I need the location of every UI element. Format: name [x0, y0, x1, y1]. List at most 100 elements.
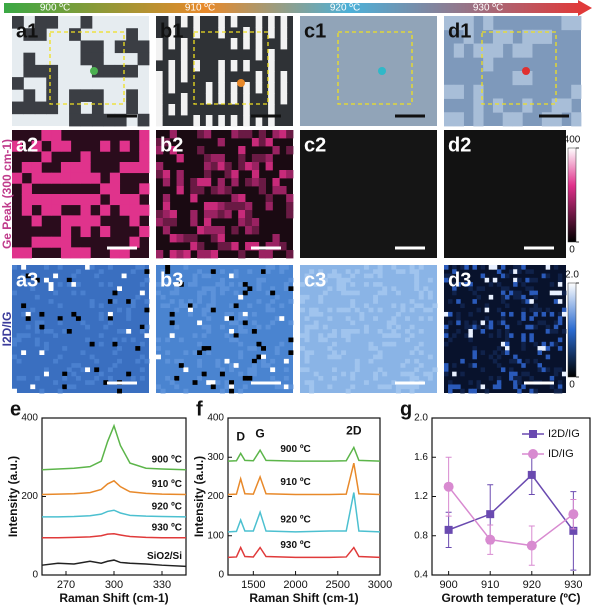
pixel	[265, 250, 273, 259]
pixel	[139, 265, 145, 270]
pixel	[71, 273, 77, 279]
pixel	[468, 380, 473, 385]
pixel	[557, 290, 563, 296]
pixel	[25, 324, 31, 330]
pixel	[53, 380, 59, 385]
pixel	[80, 52, 93, 66]
pixel	[354, 269, 360, 274]
pixel	[187, 299, 193, 304]
pixel	[218, 60, 225, 72]
pixel	[34, 294, 40, 300]
pixel	[414, 358, 420, 364]
pixel	[400, 384, 406, 390]
pixel	[341, 333, 347, 338]
pixel	[224, 170, 232, 179]
pixel	[126, 371, 132, 377]
pixel	[309, 388, 315, 394]
pixel	[98, 316, 104, 321]
pixel	[80, 226, 91, 238]
pixel	[80, 194, 91, 206]
pixel	[345, 307, 351, 313]
pixel	[34, 320, 40, 326]
pixel	[368, 346, 374, 351]
pixel	[69, 89, 81, 102]
pixel	[144, 269, 150, 274]
pixel	[456, 316, 461, 321]
pixel	[304, 324, 310, 330]
pixel	[456, 329, 461, 334]
pixel	[242, 311, 248, 317]
pixel	[57, 354, 63, 360]
pixel	[521, 294, 526, 300]
pixel	[80, 350, 86, 355]
pixel	[468, 333, 473, 338]
pixel	[551, 112, 562, 127]
pixel	[230, 82, 238, 94]
pixel	[488, 320, 494, 326]
pixel	[322, 290, 328, 296]
pixel	[190, 242, 198, 251]
pixel	[476, 384, 481, 390]
x-axis-label: Raman Shift (cm-1)	[59, 591, 168, 605]
pixel	[288, 277, 294, 283]
pixel	[561, 329, 567, 334]
pixel	[483, 57, 494, 72]
pixel	[522, 29, 533, 44]
pixel	[304, 294, 310, 300]
pixel	[39, 320, 45, 326]
pixel	[162, 170, 171, 179]
pixel	[513, 354, 518, 360]
pixel	[156, 210, 164, 219]
pixel	[117, 329, 122, 334]
pixel	[505, 273, 510, 279]
pixel	[350, 290, 356, 296]
pixel	[229, 303, 235, 309]
pixel	[444, 16, 455, 31]
image	[444, 16, 582, 127]
pixel	[363, 324, 369, 330]
pixel	[363, 282, 369, 287]
pixel	[243, 104, 250, 116]
pixel	[258, 130, 266, 139]
pixel	[480, 320, 486, 326]
pixel	[230, 60, 238, 72]
pixel	[135, 265, 141, 270]
pixel	[162, 202, 171, 211]
pixel	[460, 371, 465, 377]
pixel	[156, 250, 164, 259]
pixel	[476, 324, 481, 330]
pixel	[98, 311, 104, 317]
series-line	[42, 509, 187, 518]
pixel	[463, 16, 474, 31]
temperature-label: 930 ºC	[473, 3, 503, 14]
pixel	[463, 29, 474, 44]
pixel	[468, 329, 473, 334]
panel-label: c1	[304, 20, 326, 42]
pixel	[270, 290, 276, 296]
pixel	[354, 367, 360, 373]
pixel	[309, 269, 315, 274]
pixel	[561, 290, 567, 296]
pixel	[452, 290, 457, 296]
pixel	[21, 162, 32, 174]
pixel	[327, 273, 333, 279]
pixel	[139, 290, 145, 296]
pixel	[373, 269, 379, 274]
x-tick-label: 300	[105, 579, 123, 591]
temperature-label: 910 ºC	[185, 3, 215, 14]
pixel	[233, 290, 239, 296]
pixel	[91, 101, 104, 115]
pixel	[107, 311, 113, 317]
pixel	[137, 52, 150, 66]
pixel	[46, 89, 59, 102]
pixel	[279, 341, 285, 347]
pixel	[341, 277, 347, 283]
pixel	[251, 371, 257, 377]
pixel	[197, 294, 203, 300]
pixel	[41, 130, 52, 142]
pixel	[395, 333, 401, 338]
x-tick-label: 910	[481, 579, 499, 591]
pixel	[144, 277, 150, 283]
pixel	[279, 170, 287, 179]
pixel	[460, 388, 465, 394]
